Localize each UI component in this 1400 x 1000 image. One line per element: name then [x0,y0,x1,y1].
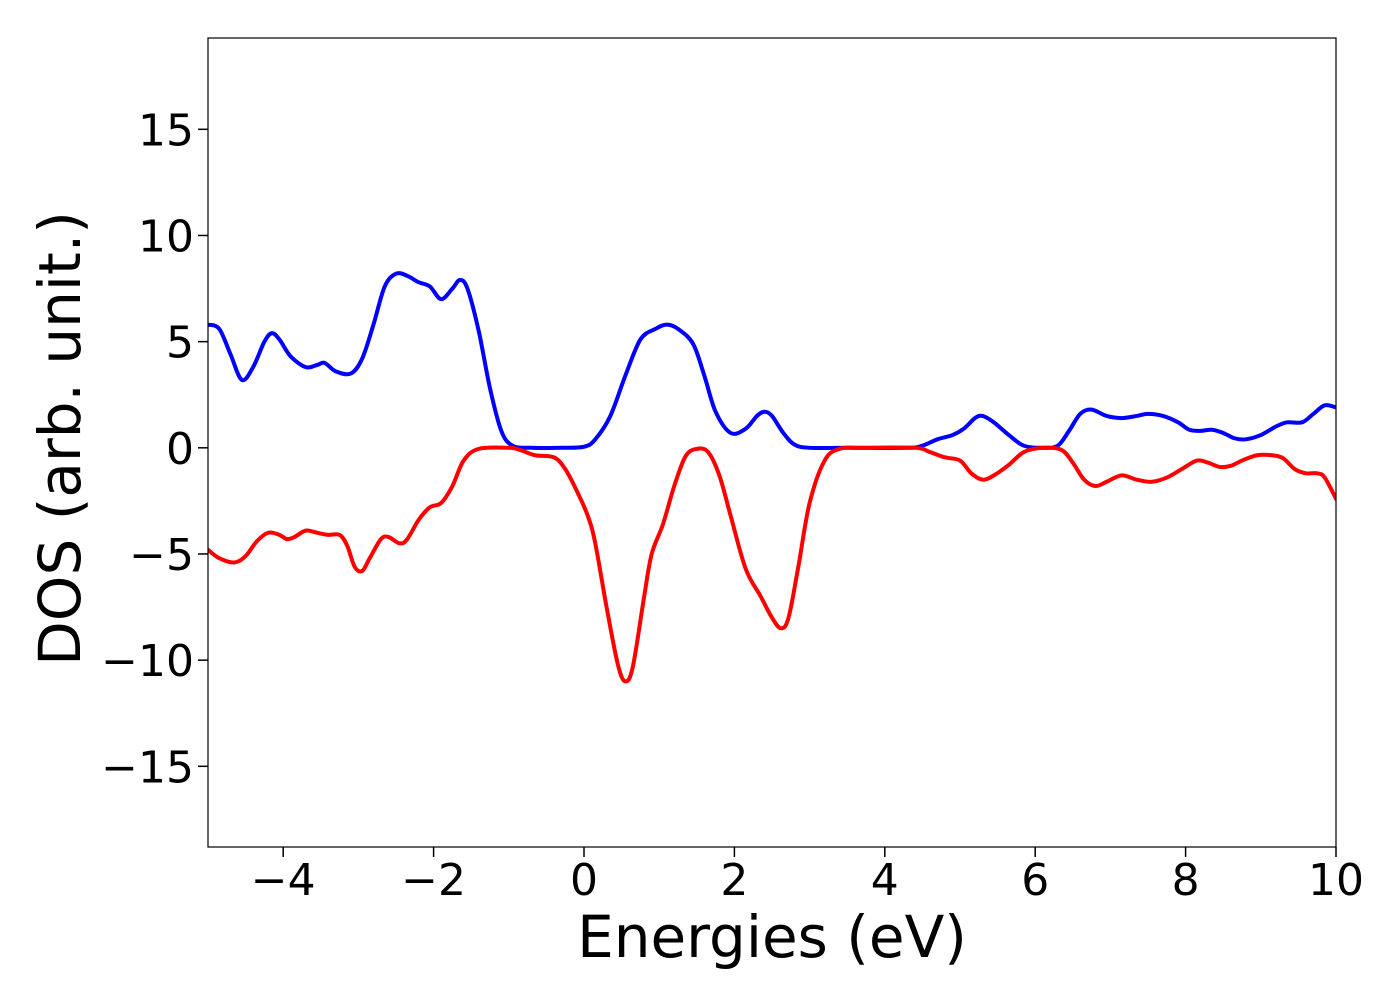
x-tick-label: 0 [570,855,598,906]
y-tick-label: 5 [166,318,194,369]
y-tick-label: 15 [138,105,194,156]
x-tick-label: 10 [1308,855,1364,906]
x-tick-label: 8 [1172,855,1200,906]
x-tick-label: 2 [720,855,748,906]
y-tick-label: 0 [166,424,194,475]
x-axis-title: Energies (eV) [577,903,967,971]
plot-frame [207,37,1337,848]
y-axis-ticks: 15 10 5 0 −5 −10 −15 [101,105,208,793]
y-tick-label: −15 [101,742,194,793]
y-axis-title: DOS (arb. unit.) [26,211,94,666]
x-tick-label: −2 [401,855,466,906]
series-line-red [208,445,1336,684]
x-tick-label: 6 [1021,855,1049,906]
series-line-blue [208,271,1336,451]
y-tick-label: −10 [101,636,194,687]
x-tick-label: 4 [871,855,899,906]
x-tick-label: −4 [251,855,316,906]
x-axis-ticks: −4 −2 0 2 4 6 8 10 [251,847,1364,906]
series-layer [208,271,1336,684]
y-tick-label: −5 [129,530,194,581]
y-tick-label: 10 [138,211,194,262]
